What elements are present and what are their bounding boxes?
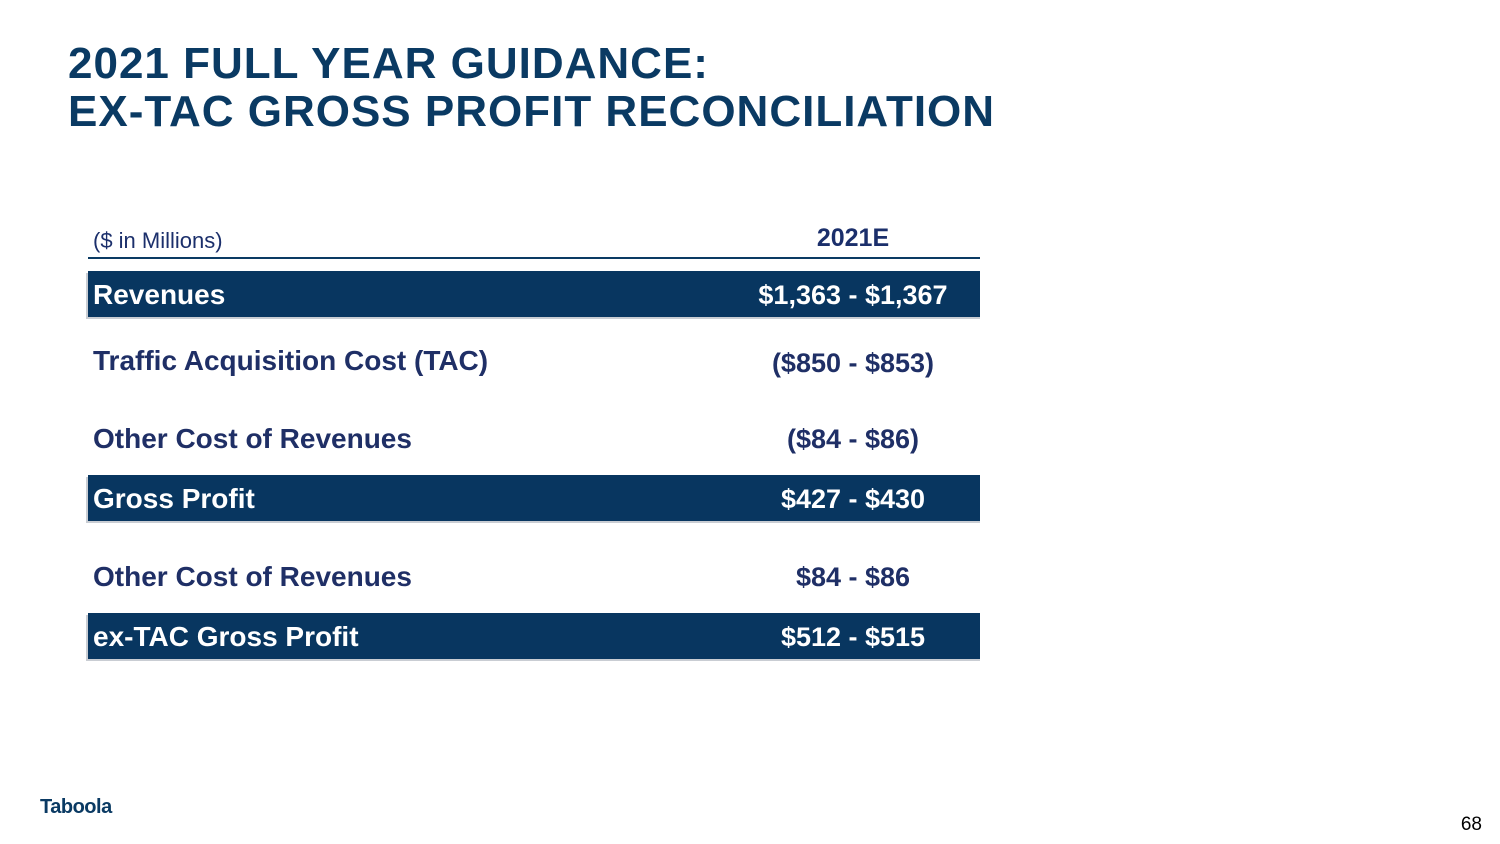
row-value: $1,363 - $1,367 — [758, 280, 948, 310]
slide-title: 2021 FULL YEAR GUIDANCE: EX-TAC GROSS PR… — [68, 40, 995, 136]
units-label: ($ in Millions) — [93, 228, 223, 253]
table-row-ex-tac-gross-profit: ex-TAC Gross Profit $512 - $515 — [88, 613, 980, 659]
row-label: Revenues — [93, 279, 226, 310]
row-value: ($84 - $86) — [786, 424, 920, 454]
row-label: Gross Profit — [93, 483, 255, 514]
slide-title-line-2: EX-TAC GROSS PROFIT RECONCILIATION — [68, 87, 996, 136]
table-row-other-cost-of-revenues: Other Cost of Revenues ($84 - $86) — [88, 415, 980, 461]
table-row-revenues: Revenues $1,363 - $1,367 — [88, 271, 980, 317]
table-header-row: ($ in Millions) 2021E — [88, 220, 980, 259]
page-number: 68 — [1460, 814, 1482, 835]
row-value: $427 - $430 — [780, 484, 926, 514]
row-label: Traffic Acquisition Cost (TAC) — [93, 345, 489, 376]
slide-title-line-1: 2021 FULL YEAR GUIDANCE: — [68, 39, 709, 88]
row-label: ex-TAC Gross Profit — [93, 621, 359, 652]
row-label: Other Cost of Revenues — [93, 561, 412, 592]
reconciliation-table: ($ in Millions) 2021E Revenues $1,363 - … — [88, 220, 980, 659]
row-label: Other Cost of Revenues — [93, 423, 412, 454]
taboola-logo: Taboola — [40, 796, 112, 818]
column-header-2021e: 2021E — [816, 224, 890, 252]
table-row-gross-profit: Gross Profit $427 - $430 — [88, 475, 980, 521]
row-value: ($850 - $853) — [771, 348, 935, 378]
table-row-tac: Traffic Acquisition Cost (TAC) ($850 - $… — [88, 337, 980, 383]
row-value: $512 - $515 — [780, 622, 926, 652]
row-value: $84 - $86 — [795, 562, 911, 592]
table-row-other-cost-of-revenues-addback: Other Cost of Revenues $84 - $86 — [88, 553, 980, 599]
